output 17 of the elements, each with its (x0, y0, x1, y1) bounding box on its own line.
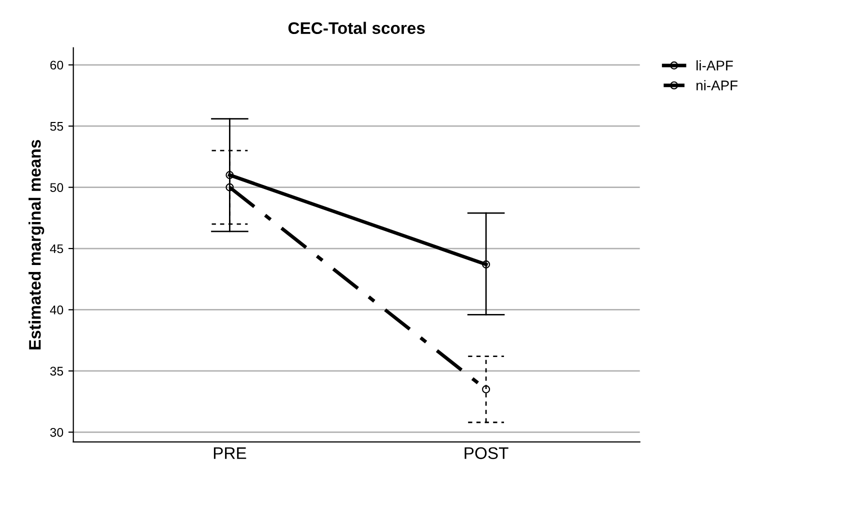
legend-label: ni-APF (696, 80, 738, 90)
x-tick-label: PRE (214, 447, 246, 459)
y-tick-label: 45 (50, 244, 64, 254)
y-axis-title: Estimated marginal means (28, 140, 44, 350)
legend-label: li-APF (696, 60, 733, 70)
x-tick-label: POST (464, 447, 508, 460)
point (482, 385, 490, 394)
y-tick-label: 35 (50, 366, 64, 376)
y-tick-label: 40 (50, 306, 64, 314)
point (226, 171, 234, 180)
point (226, 183, 234, 192)
point (482, 260, 490, 268)
y-tick-label: 50 (50, 183, 64, 192)
y-tick-label: 30 (50, 428, 64, 437)
y-tick-label: 55 (50, 122, 64, 131)
chart-title: CEC-Total scores (288, 22, 425, 34)
y-tick-label: 60 (50, 60, 64, 70)
